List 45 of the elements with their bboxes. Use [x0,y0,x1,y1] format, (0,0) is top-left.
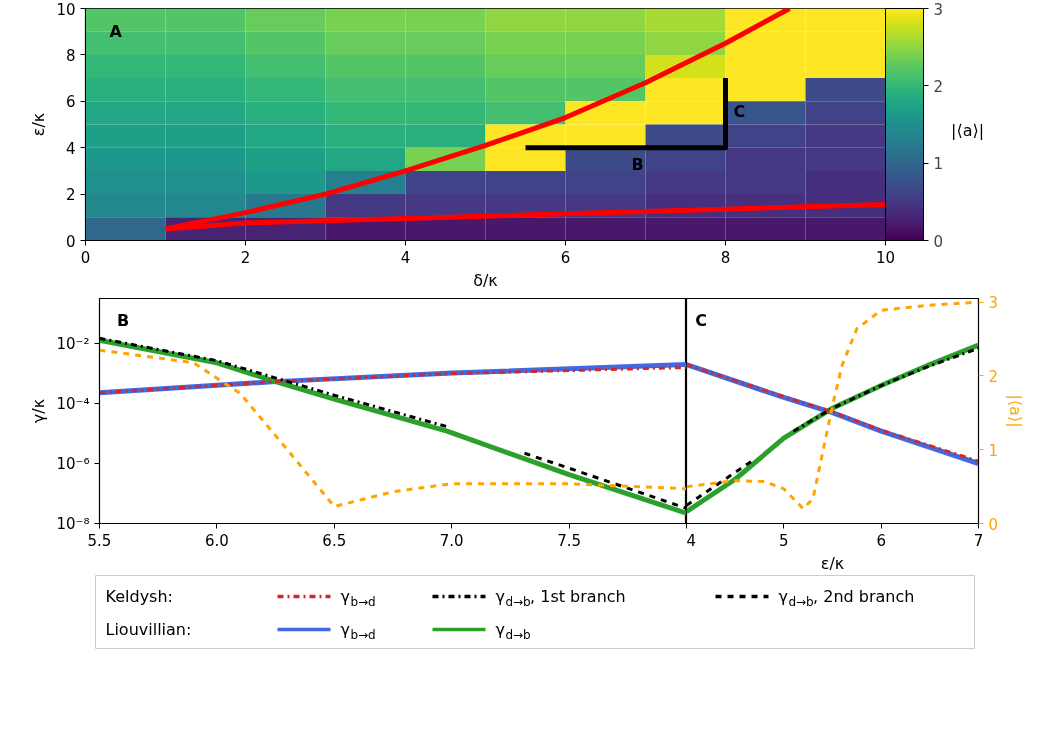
color-bar-label: 1 [933,155,944,174]
x-tick-label: 5 [779,531,789,550]
x-tick-label: 6 [560,248,571,267]
x-tick-label: 8 [720,248,731,267]
y-tick-label: 10 [56,0,76,19]
x-tick-label: 6.0 [204,531,229,550]
annotation: B [117,311,130,330]
x-tick-label: 10 [875,248,896,267]
y2-tick-label: 0 [988,515,999,534]
annotation: C [695,311,708,330]
annotation: B [631,154,644,174]
y2-axis-title: |⟨a⟩| [1006,394,1026,428]
x-tick-label: 6.5 [322,531,347,550]
text: Liouvillian: [105,620,192,639]
x-tick-label: 2 [240,248,251,267]
y2-tick-label: 1 [988,441,999,460]
color-bar-label: 0 [933,232,944,251]
y-tick-label: 10⁻⁶ [56,454,90,473]
x-tick-label: 6 [876,531,886,550]
color-bar-label: 2 [933,77,944,96]
x-axis-title: δ/κ [473,270,499,290]
y-tick-label: 0 [65,232,76,251]
annotation: C [733,101,746,121]
y-tick-label: 10⁻² [56,334,90,353]
color-bar-title: |⟨a⟩| [951,120,985,142]
y2-tick-label: 3 [988,294,999,313]
annotation: A [109,21,123,41]
color-bar-label: 3 [933,0,944,19]
y2-tick-label: 2 [988,367,999,386]
x-tick-label: 7 [973,531,984,550]
x-tick-label: 4 [400,248,411,267]
y-tick-label: 6 [65,93,76,112]
x-tick-label: 4 [686,531,697,550]
y-tick-label: 8 [65,46,76,65]
x-tick-label: 7.5 [557,531,582,550]
y-tick-label: 10⁻⁴ [56,394,90,413]
x-axis-title: ε/κ [820,553,845,573]
y-axis-title: γ/κ [29,398,49,424]
y-axis-title: ε/κ [29,112,49,137]
y-tick-label: 4 [65,139,76,158]
text: Keldysh: [105,587,173,606]
y-tick-label: 2 [65,186,76,205]
y-tick-label: 10⁻⁸ [56,514,90,533]
x-tick-label: 5.5 [87,531,112,550]
x-tick-label: 7.0 [439,531,464,550]
